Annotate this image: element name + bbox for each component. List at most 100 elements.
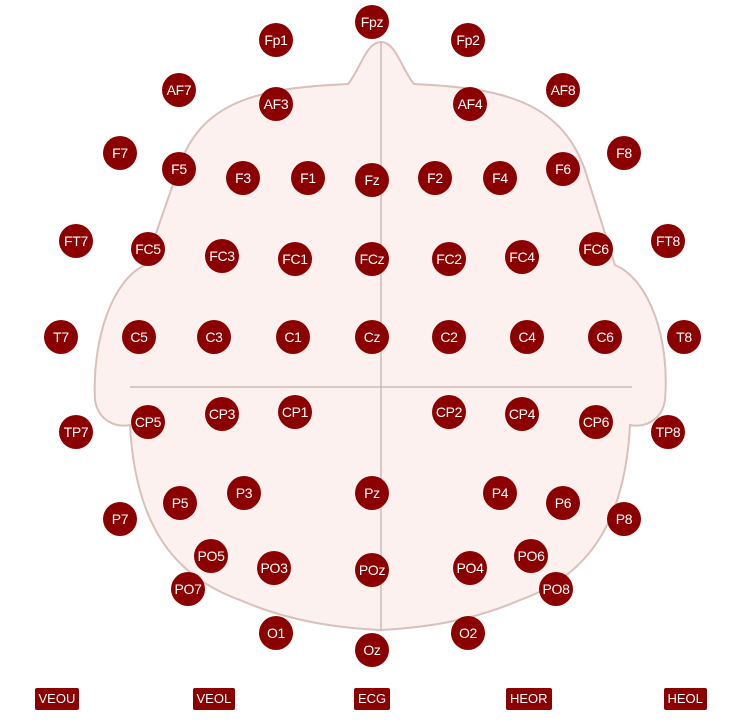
electrode-fcz[interactable]: FCz xyxy=(355,242,389,276)
electrode-cp3[interactable]: CP3 xyxy=(205,397,239,431)
electrode-f7[interactable]: F7 xyxy=(103,136,137,170)
electrode-poz[interactable]: POz xyxy=(355,553,389,587)
electrode-label: T8 xyxy=(676,329,692,345)
electrode-af7[interactable]: AF7 xyxy=(162,73,196,107)
electrode-f6[interactable]: F6 xyxy=(546,152,580,186)
electrode-label: PO6 xyxy=(517,548,545,564)
electrode-af4[interactable]: AF4 xyxy=(453,87,487,121)
electrode-po5[interactable]: PO5 xyxy=(194,539,228,573)
aux-channel-heor[interactable]: HEOR xyxy=(506,688,552,710)
electrode-label: P7 xyxy=(111,511,129,527)
electrode-label: CP3 xyxy=(208,406,236,422)
electrode-f1[interactable]: F1 xyxy=(291,161,325,195)
electrode-fc4[interactable]: FC4 xyxy=(505,240,539,274)
electrode-c3[interactable]: C3 xyxy=(197,320,231,354)
electrode-label: PO8 xyxy=(542,581,570,597)
electrode-f2[interactable]: F2 xyxy=(418,161,452,195)
electrode-label: C4 xyxy=(518,329,536,345)
electrode-label: O2 xyxy=(458,625,478,641)
electrode-po6[interactable]: PO6 xyxy=(514,539,548,573)
electrode-label: F1 xyxy=(300,170,316,186)
electrode-po8[interactable]: PO8 xyxy=(539,572,573,606)
electrode-cz[interactable]: Cz xyxy=(355,320,389,354)
electrode-label: TP7 xyxy=(63,424,89,440)
electrode-label: C3 xyxy=(205,329,223,345)
electrode-ft8[interactable]: FT8 xyxy=(651,224,685,258)
aux-channel-heol[interactable]: HEOL xyxy=(663,688,707,710)
electrode-c5[interactable]: C5 xyxy=(122,320,156,354)
electrode-tp7[interactable]: TP7 xyxy=(59,415,93,449)
electrode-p3[interactable]: P3 xyxy=(227,476,261,510)
electrode-cp4[interactable]: CP4 xyxy=(505,397,539,431)
electrode-fp1[interactable]: Fp1 xyxy=(259,23,293,57)
electrode-label: T7 xyxy=(53,329,69,345)
electrode-oz[interactable]: Oz xyxy=(355,633,389,667)
electrode-c2[interactable]: C2 xyxy=(432,320,466,354)
electrode-label: P5 xyxy=(171,495,189,511)
electrode-f5[interactable]: F5 xyxy=(162,152,196,186)
electrode-p6[interactable]: P6 xyxy=(546,486,580,520)
electrode-af3[interactable]: AF3 xyxy=(259,87,293,121)
electrode-fc5[interactable]: FC5 xyxy=(131,232,165,266)
electrode-o2[interactable]: O2 xyxy=(451,616,485,650)
electrode-fc6[interactable]: FC6 xyxy=(579,232,613,266)
electrode-label: Oz xyxy=(363,642,381,658)
electrode-t7[interactable]: T7 xyxy=(44,320,78,354)
aux-channel-veou[interactable]: VEOU xyxy=(34,688,80,710)
electrode-fz[interactable]: Fz xyxy=(355,163,389,197)
electrode-label: FC5 xyxy=(135,241,161,257)
electrode-po3[interactable]: PO3 xyxy=(257,551,291,585)
electrode-label: F2 xyxy=(427,170,443,186)
electrode-label: FC6 xyxy=(583,241,609,257)
electrode-label: F3 xyxy=(235,170,251,186)
electrode-cp2[interactable]: CP2 xyxy=(432,395,466,429)
electrode-label: FC3 xyxy=(209,248,235,264)
electrode-cp1[interactable]: CP1 xyxy=(278,395,312,429)
electrode-label: PO4 xyxy=(456,560,484,576)
electrode-cp6[interactable]: CP6 xyxy=(579,405,613,439)
electrode-p8[interactable]: P8 xyxy=(607,502,641,536)
electrode-af8[interactable]: AF8 xyxy=(546,73,580,107)
electrode-c6[interactable]: C6 xyxy=(588,320,622,354)
electrode-label: AF8 xyxy=(550,82,576,98)
electrode-cp5[interactable]: CP5 xyxy=(131,405,165,439)
electrode-label: C5 xyxy=(130,329,148,345)
electrode-label: FC4 xyxy=(509,249,535,265)
electrode-label: CP4 xyxy=(508,406,536,422)
electrode-label: Cz xyxy=(363,329,381,345)
electrode-fpz[interactable]: Fpz xyxy=(355,5,389,39)
electrode-f3[interactable]: F3 xyxy=(226,161,260,195)
electrode-label: C2 xyxy=(440,329,458,345)
electrode-fc1[interactable]: FC1 xyxy=(278,242,312,276)
electrode-label: PO3 xyxy=(260,560,288,576)
electrode-pz[interactable]: Pz xyxy=(355,476,389,510)
electrode-label: F4 xyxy=(492,170,508,186)
electrode-c4[interactable]: C4 xyxy=(510,320,544,354)
electrode-ft7[interactable]: FT7 xyxy=(59,224,93,258)
electrode-f4[interactable]: F4 xyxy=(483,161,517,195)
electrode-label: FCz xyxy=(359,251,385,267)
electrode-label: O1 xyxy=(266,625,286,641)
aux-channel-ecg[interactable]: ECG xyxy=(354,688,391,710)
electrode-fc2[interactable]: FC2 xyxy=(432,242,466,276)
electrode-tp8[interactable]: TP8 xyxy=(651,415,685,449)
electrode-po4[interactable]: PO4 xyxy=(453,551,487,585)
electrode-label: POz xyxy=(358,562,386,578)
electrode-p5[interactable]: P5 xyxy=(163,486,197,520)
electrode-p7[interactable]: P7 xyxy=(103,502,137,536)
electrode-fc3[interactable]: FC3 xyxy=(205,239,239,273)
electrode-label: AF4 xyxy=(457,96,483,112)
electrode-t8[interactable]: T8 xyxy=(667,320,701,354)
electrode-label: FT7 xyxy=(64,233,88,249)
electrode-o1[interactable]: O1 xyxy=(259,616,293,650)
electrode-c1[interactable]: C1 xyxy=(276,320,310,354)
aux-channel-veol[interactable]: VEOL xyxy=(192,688,236,710)
electrode-label: CP2 xyxy=(435,404,463,420)
electrode-label: FC1 xyxy=(282,251,308,267)
electrode-label: F5 xyxy=(171,161,187,177)
electrode-p4[interactable]: P4 xyxy=(483,476,517,510)
electrode-po7[interactable]: PO7 xyxy=(171,572,205,606)
electrode-fp2[interactable]: Fp2 xyxy=(451,23,485,57)
electrode-f8[interactable]: F8 xyxy=(607,136,641,170)
